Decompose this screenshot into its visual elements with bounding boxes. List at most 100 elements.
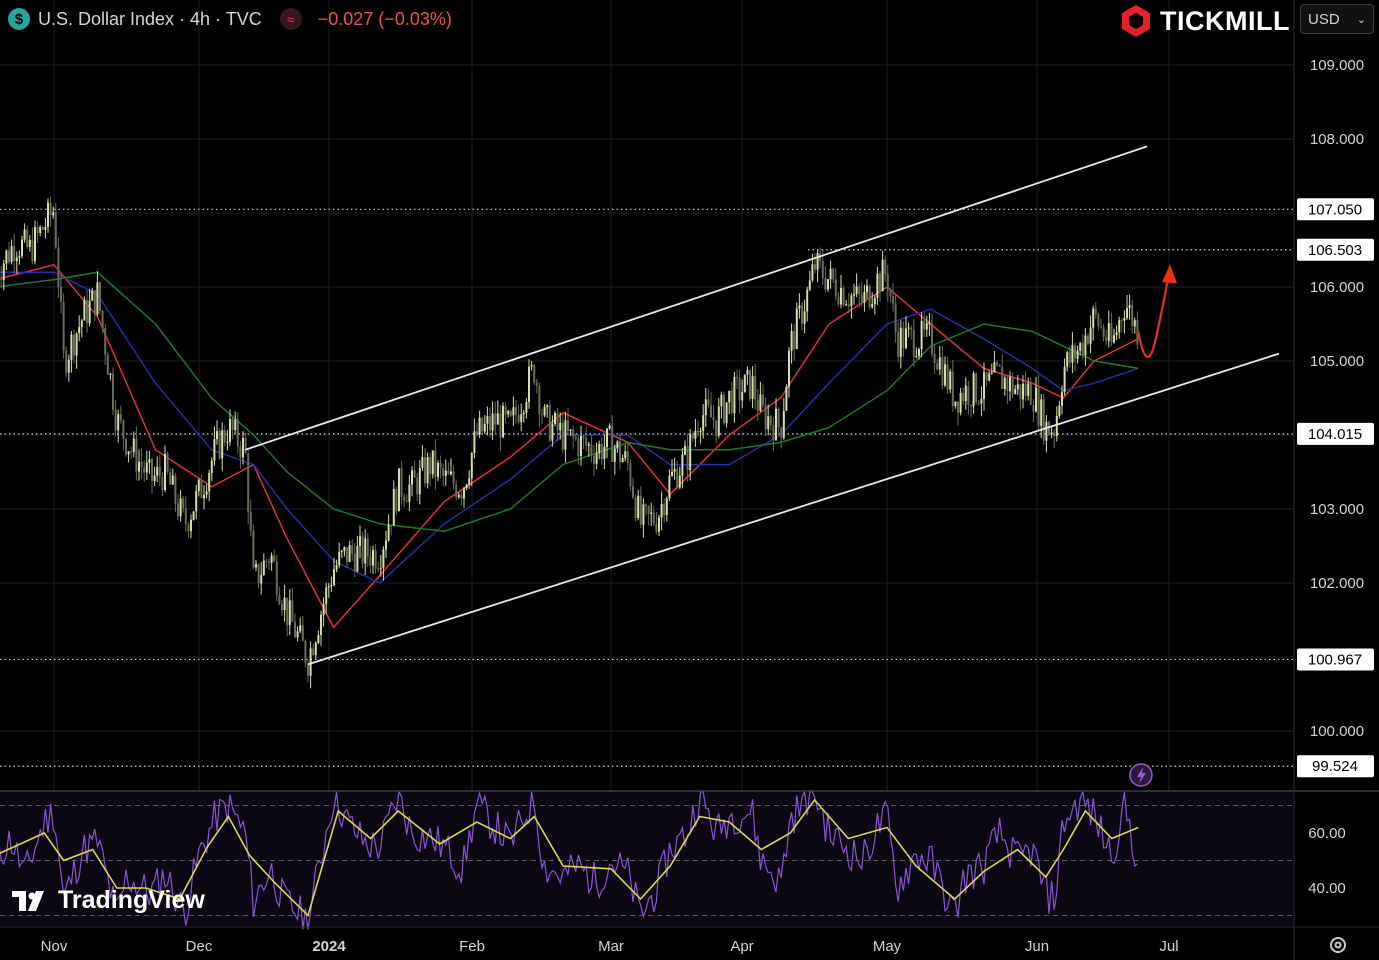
candle-body xyxy=(850,295,853,307)
candle-body xyxy=(36,227,39,234)
candle-body xyxy=(364,538,367,564)
price-tick-label: 106.000 xyxy=(1310,279,1364,296)
price-level-box xyxy=(1297,648,1374,671)
candle-body xyxy=(275,561,278,595)
candle-body xyxy=(499,413,502,438)
currency-select[interactable]: USD ⌄ xyxy=(1300,4,1374,34)
candle-body xyxy=(655,523,658,532)
candle-body xyxy=(668,475,671,499)
price-level-label: 106.503 xyxy=(1308,242,1362,259)
candle-body xyxy=(34,227,36,262)
candle-body xyxy=(470,453,473,479)
candle-body xyxy=(795,308,798,349)
candle-body xyxy=(769,416,772,426)
chevron-down-icon: ⌄ xyxy=(1356,13,1366,26)
candle-body xyxy=(639,495,642,525)
candle-body xyxy=(177,503,179,517)
candle-body xyxy=(910,327,913,330)
candle-body xyxy=(676,468,679,488)
candle-body xyxy=(1126,308,1128,318)
candle-body xyxy=(561,423,564,450)
candle-body xyxy=(845,304,848,306)
candle-body xyxy=(1071,345,1074,363)
candle-body xyxy=(775,409,777,441)
candle-body xyxy=(353,553,356,572)
candle-body xyxy=(234,419,237,431)
candle-body xyxy=(879,273,881,292)
candle-body xyxy=(450,471,452,475)
candle-body xyxy=(873,298,876,305)
candle-body xyxy=(41,226,44,230)
candle-body xyxy=(520,414,523,423)
candle-body xyxy=(580,436,582,457)
candle-body xyxy=(894,303,897,333)
candle-body xyxy=(886,274,889,290)
candle-body xyxy=(496,413,499,425)
candle-body xyxy=(608,425,611,429)
candle-body xyxy=(577,439,580,457)
time-tick-label: Dec xyxy=(186,938,213,955)
price-level-label: 104.015 xyxy=(1308,426,1362,443)
candle-body xyxy=(632,486,634,498)
candle-body xyxy=(54,212,57,248)
candle-body xyxy=(200,479,203,499)
candle-body xyxy=(923,320,926,330)
candle-body xyxy=(325,587,328,605)
candle-body xyxy=(959,392,962,413)
candle-body xyxy=(1094,308,1097,314)
candle-body xyxy=(967,385,970,405)
candle-body xyxy=(359,536,361,546)
candle-body xyxy=(743,374,746,393)
candle-body xyxy=(93,290,96,314)
candle-body xyxy=(447,470,450,475)
candle-body xyxy=(114,409,117,431)
candle-body xyxy=(842,287,845,306)
candle-body xyxy=(645,504,647,507)
candle-body xyxy=(333,569,335,585)
candle-body xyxy=(65,350,68,373)
candle-body xyxy=(1115,332,1118,336)
candle-body xyxy=(681,454,684,476)
tradingview-logo-icon xyxy=(12,890,44,911)
candle-body xyxy=(600,443,603,460)
candle-body xyxy=(473,431,476,454)
candle-body xyxy=(1100,326,1102,328)
candle-body xyxy=(31,239,34,262)
candle-body xyxy=(1032,404,1035,412)
candle-body xyxy=(39,226,42,234)
candle-body xyxy=(808,280,811,290)
candle-body xyxy=(96,282,99,314)
candle-body xyxy=(824,278,827,290)
symbol-title[interactable]: U.S. Dollar Index · 4h · TVC xyxy=(38,8,262,29)
candle-body xyxy=(442,467,445,476)
candle-body xyxy=(182,498,185,509)
candle-body xyxy=(1019,384,1022,400)
candle-body xyxy=(13,246,16,261)
time-tick-label: Apr xyxy=(730,938,753,955)
candle-body xyxy=(377,568,380,570)
projection-arrowhead xyxy=(1162,264,1177,284)
candle-body xyxy=(983,372,985,399)
candle-body xyxy=(75,333,78,356)
candle-body xyxy=(320,614,322,635)
candle-body xyxy=(920,320,923,350)
candle-body xyxy=(1092,308,1095,328)
candle-body xyxy=(1079,343,1082,351)
candle-body xyxy=(1089,327,1092,344)
wave-icon[interactable]: ≈ xyxy=(279,8,302,30)
candle-body xyxy=(52,212,55,216)
candle-body xyxy=(192,511,195,520)
candle-body xyxy=(262,560,265,576)
usd-coin-icon[interactable]: $ xyxy=(8,8,30,30)
price-tick-label: 108.000 xyxy=(1310,131,1364,148)
settings-icon[interactable] xyxy=(1327,934,1349,956)
candle-body xyxy=(928,322,931,324)
candle-body xyxy=(572,429,575,438)
candle-body xyxy=(556,413,559,431)
candle-body xyxy=(1113,335,1115,343)
candle-body xyxy=(78,326,81,334)
candle-body xyxy=(814,264,816,270)
candle-body xyxy=(1022,383,1024,400)
candle-body xyxy=(260,575,263,584)
